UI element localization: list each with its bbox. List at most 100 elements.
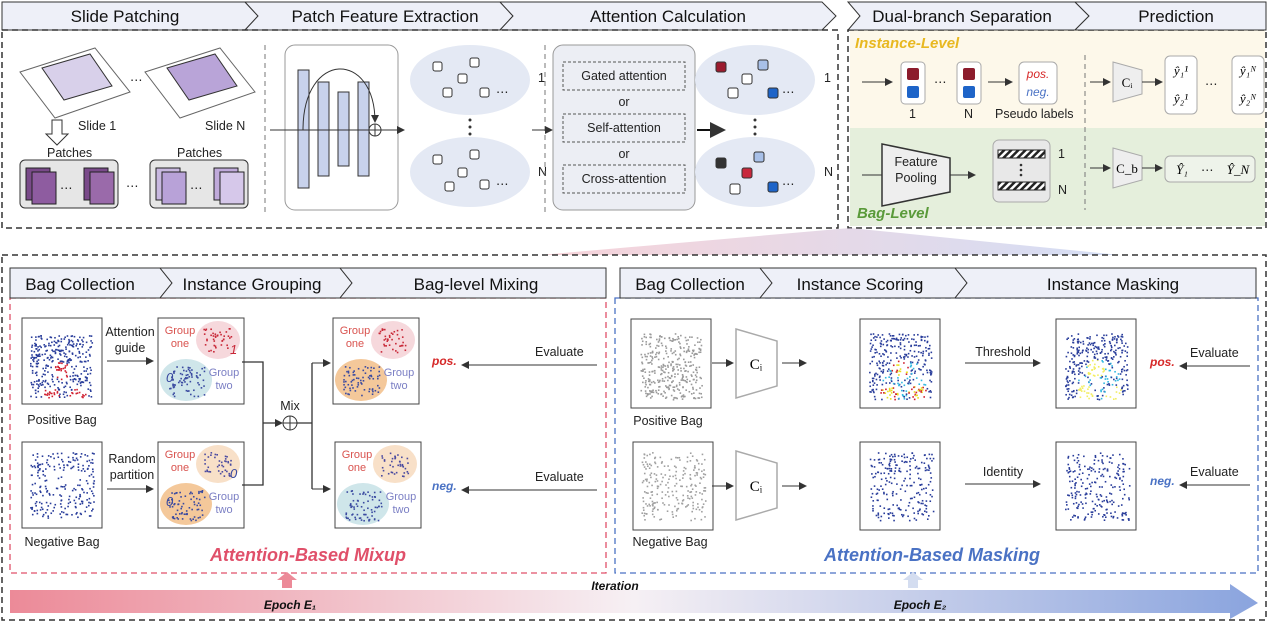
ellipsis: ⋯	[1201, 163, 1214, 177]
instance-output: ŷ₂¹	[1172, 91, 1188, 106]
stage-prediction: Prediction	[1138, 7, 1214, 26]
mix-label: Mix	[280, 399, 300, 413]
attention-guide-label: guide	[115, 341, 146, 355]
group-label: Group	[209, 491, 240, 503]
bag-output: Ŷ_N	[1227, 162, 1251, 177]
negative-bag-image	[632, 441, 714, 531]
epoch-1-label: Epoch E₁	[264, 598, 316, 612]
identity-label: Identity	[983, 465, 1024, 479]
random-partition-label: partition	[110, 468, 155, 482]
evaluate-label: Evaluate	[535, 345, 584, 359]
evaluate-label: Evaluate	[1190, 465, 1239, 479]
evaluate-label: Evaluate	[1190, 346, 1239, 360]
ellipsis: ⋯	[496, 177, 509, 191]
evaluate-label: Evaluate	[535, 470, 584, 484]
stage-dual-branch-separation: Dual-branch Separation	[872, 7, 1052, 26]
attention-options-box	[552, 44, 696, 211]
cross-attention-label: Cross-attention	[582, 172, 667, 186]
scored-positive-bag	[859, 318, 941, 409]
instance-classifier	[735, 449, 778, 522]
group-label: Group	[209, 367, 240, 379]
feature-bag-n	[410, 137, 530, 207]
negative-bag-label: Negative Bag	[24, 535, 99, 549]
top-right-panel	[847, 29, 1267, 229]
index-n: N	[964, 107, 973, 121]
group-label: Group	[165, 325, 196, 337]
feature-bag-1	[410, 45, 530, 115]
stage-bag-level-mixing: Bag-level Mixing	[414, 275, 539, 294]
attended-bag-1	[695, 45, 815, 115]
epoch-2-label: Epoch E₂	[894, 598, 947, 612]
stage-patch-feature-extraction: Patch Feature Extraction	[291, 7, 478, 26]
group-boxes: GrouponeGrouptwo10GrouponeGrouptwo00Grou…	[157, 317, 422, 529]
ellipsis: ⋯	[126, 179, 139, 193]
zoom-connector	[540, 228, 1120, 255]
stage-bag-collection: Bag Collection	[635, 275, 745, 294]
vertical-ellipsis	[468, 118, 472, 136]
feature-instances	[432, 57, 490, 192]
ellipsis: ⋯	[934, 75, 947, 89]
mixup-panel	[9, 297, 607, 574]
pseudo-labels-box	[1018, 61, 1058, 105]
group-digit: 0	[166, 494, 174, 509]
stage-instance-masking: Instance Masking	[1047, 275, 1179, 294]
stage-bag-collection: Bag Collection	[25, 275, 135, 294]
stage-instance-scoring: Instance Scoring	[797, 275, 924, 294]
patches-label-1: Patches	[47, 146, 92, 160]
pseudo-labels-caption: Pseudo labels	[995, 107, 1074, 121]
index-1: 1	[1058, 147, 1065, 161]
positive-bag-scatter	[30, 335, 94, 399]
negative-bag-scatter	[30, 452, 96, 519]
epoch-1-marker-icon	[277, 572, 297, 588]
or-label: or	[618, 147, 629, 161]
patch-tiles	[25, 167, 245, 205]
group-digit: 1	[230, 342, 237, 357]
ellipsis: ⋯	[130, 73, 143, 87]
mixup-title: Attention-Based Mixup	[209, 545, 406, 565]
feature-pooling-block	[881, 143, 951, 207]
bottom-panel	[1, 254, 1267, 621]
gated-attention-label: Gated attention	[581, 69, 667, 83]
slide-1	[19, 47, 131, 119]
index-1: 1	[538, 71, 545, 85]
threshold-label: Threshold	[975, 345, 1031, 359]
instance-output: ŷ₁¹	[1172, 63, 1188, 78]
negative-bag-label: Negative Bag	[632, 535, 707, 549]
negative-bag-image	[21, 441, 103, 529]
group-label: one	[348, 462, 366, 474]
pos-label: pos.	[1026, 67, 1050, 81]
top-left-panel	[1, 29, 839, 229]
slide-n	[144, 47, 256, 119]
group-label: two	[392, 504, 409, 516]
index-n: N	[1058, 183, 1067, 197]
feature-pooling-label: Feature	[894, 155, 937, 169]
instance-output: ŷ₁ᴺ	[1238, 63, 1257, 78]
group-label: Group	[386, 491, 417, 503]
slide-n-label: Slide N	[205, 119, 245, 133]
neg-label: neg.	[1026, 85, 1049, 99]
top-pipeline-header: Slide Patching Patch Feature Extraction …	[1, 1, 837, 31]
instance-classifier	[735, 327, 778, 400]
stage-instance-grouping: Instance Grouping	[183, 275, 322, 294]
instance-classifier-label: Cᵢ	[750, 357, 763, 373]
ellipsis: ⋯	[190, 181, 203, 195]
group-label: one	[171, 462, 189, 474]
group-label: Group	[342, 449, 373, 461]
group-label: Group	[165, 449, 196, 461]
bag-output: Ŷ₁	[1176, 162, 1188, 177]
neg-label: neg.	[1150, 474, 1175, 488]
masking-scatters	[640, 333, 1131, 522]
group-label: two	[215, 380, 232, 392]
group-label: two	[215, 504, 232, 516]
index-n: N	[538, 165, 547, 179]
instance-classifier-label: Cᵢ	[1122, 75, 1134, 90]
group-label: Group	[384, 367, 415, 379]
group-digit: 0	[166, 370, 174, 385]
ellipsis: ⋯	[782, 85, 795, 99]
gated-attention-option	[562, 61, 686, 91]
patches-label-n: Patches	[177, 146, 222, 160]
bag-level-label: Bag-Level	[857, 205, 930, 222]
bag-classifier-label: C_b	[1116, 161, 1138, 176]
ellipsis: ⋯	[1205, 77, 1218, 91]
